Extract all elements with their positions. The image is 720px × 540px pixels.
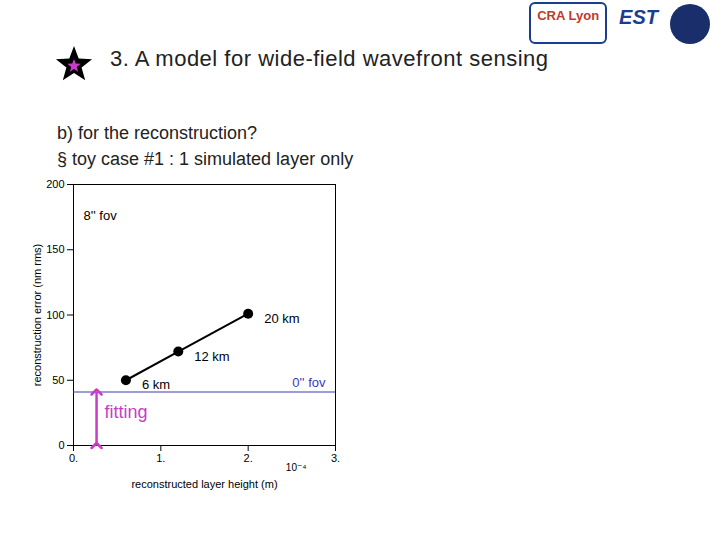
html-text:§ toy case #1 : 1 simulated la: § toy case #1 : 1 simulated layer only xyxy=(57,149,354,169)
svg-text:3.: 3. xyxy=(331,452,340,464)
html-text:b) for the reconstruction?: b) for the reconstruction? xyxy=(57,123,258,143)
svg-text:50: 50 xyxy=(52,374,64,386)
svg-text:100: 100 xyxy=(46,309,64,321)
svg-text:fitting: fitting xyxy=(105,402,148,422)
svg-text:20 km: 20 km xyxy=(264,311,299,326)
svg-text:6 km: 6 km xyxy=(142,377,170,392)
svg-text:1.: 1. xyxy=(156,452,165,464)
svg-text:200: 200 xyxy=(46,178,64,190)
html-text:3. A model for wide-field wave: 3. A model for wide-field wavefront sens… xyxy=(110,46,549,71)
html-text:CRA Lyon: CRA Lyon xyxy=(537,8,600,23)
svg-text:0: 0 xyxy=(58,439,64,451)
svg-text:0.: 0. xyxy=(69,452,78,464)
svg-text:150: 150 xyxy=(46,243,64,255)
svg-text:2.: 2. xyxy=(244,452,253,464)
svg-text:reconstructed layer height (m): reconstructed layer height (m) xyxy=(131,478,277,490)
svg-text:8'' fov: 8'' fov xyxy=(84,208,118,223)
html-text:EST: EST xyxy=(619,6,658,28)
svg-text:10⁻⁴: 10⁻⁴ xyxy=(286,462,307,473)
svg-text:12 km: 12 km xyxy=(194,349,229,364)
svg-text:0'' fov: 0'' fov xyxy=(292,375,326,390)
svg-text:reconstruction error (nm rms): reconstruction error (nm rms) xyxy=(31,244,43,386)
